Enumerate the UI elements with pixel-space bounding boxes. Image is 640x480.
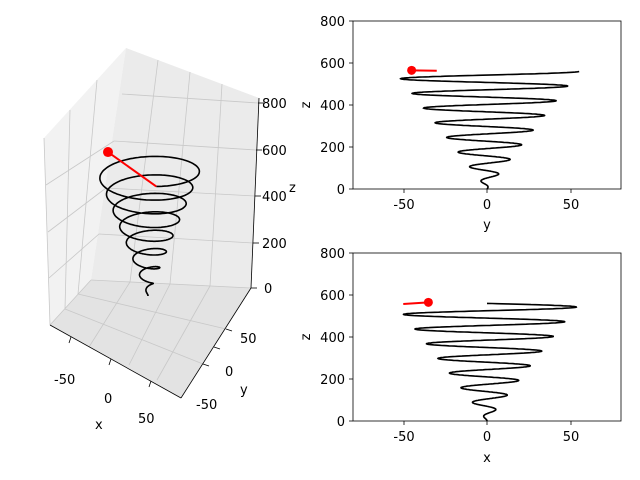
axes-yz-ytick-1: 200 [320,141,345,156]
axes-xz-yticks [349,252,353,422]
y-tick-label-1: 0 [225,365,233,380]
axes-xz-ytick-4: 800 [320,247,345,262]
pane-back [91,48,259,288]
y-axis-ticks [202,328,233,367]
z-axis-spine [250,97,260,289]
x-tick-label-1: 0 [104,392,112,407]
z-tick-label-4: 800 [262,97,287,112]
axes-yz-yticks [349,20,353,190]
axes-yz-ytick-4: 800 [320,15,345,30]
axes-xz-frame [352,252,622,422]
axes-yz-ylabel: z [299,101,314,108]
axes-yz: -50 0 50 y 0 200 400 600 800 z [299,15,622,233]
x-axis-ticks [68,336,152,388]
axes-yz-xlabel: y [483,218,491,233]
x-axis-label: x [95,418,103,433]
z-axis-ticks [251,102,264,289]
axes-yz-ytick-0: 0 [337,183,345,198]
axes-yz-ytick-3: 600 [320,57,345,72]
axes-xz-ytick-3: 600 [320,289,345,304]
axes-xz-ytick-0: 0 [337,415,345,430]
helix-yz-line [399,70,580,190]
z-tick-label-3: 600 [262,144,287,159]
y-tick-label-0: -50 [196,398,217,413]
axes-xz-xticks [403,421,572,425]
current-point-yz-marker [407,65,417,75]
axes-yz-xtick-2: 50 [563,198,580,213]
x-tick-label-0: -50 [54,373,75,388]
axes-xz-ytick-1: 200 [320,373,345,388]
y-axis-spine [180,287,252,399]
x-axis-spine [49,324,182,399]
y-axis-label: y [240,383,248,398]
pane-left [44,48,126,325]
axes-xz-xtick-0: -50 [393,430,414,445]
helix-3d-line [99,155,201,296]
pane-floor [50,280,251,398]
z-tick-label-1: 200 [262,237,287,252]
trail-3d-line [107,151,157,188]
axes-xz: -50 0 50 x 0 200 400 600 800 z [299,247,622,466]
x-tick-label-2: 50 [138,412,155,427]
grid-3d [43,59,259,381]
helix-xz-line [402,302,578,422]
current-point-3d-marker [103,147,113,158]
y-tick-label-2: 50 [240,332,257,347]
axes-3d: 0 200 400 600 800 z -50 0 50 y -50 0 50 … [43,48,296,433]
axes-yz-ytick-2: 400 [320,99,345,114]
z-axis-label: z [289,181,296,196]
current-point-xz-marker [423,297,433,307]
axes-xz-xlabel: x [483,451,491,466]
axes-yz-xtick-0: -50 [393,198,414,213]
axes-xz-ylabel: z [299,333,314,340]
z-tick-label-0: 0 [264,282,272,297]
axes-xz-xtick-1: 0 [483,430,491,445]
axes-yz-xticks [403,189,572,193]
axes-yz-xtick-1: 0 [483,198,491,213]
axes-xz-ytick-2: 400 [320,331,345,346]
axes-xz-xtick-2: 50 [563,430,580,445]
z-tick-label-2: 400 [262,190,287,205]
